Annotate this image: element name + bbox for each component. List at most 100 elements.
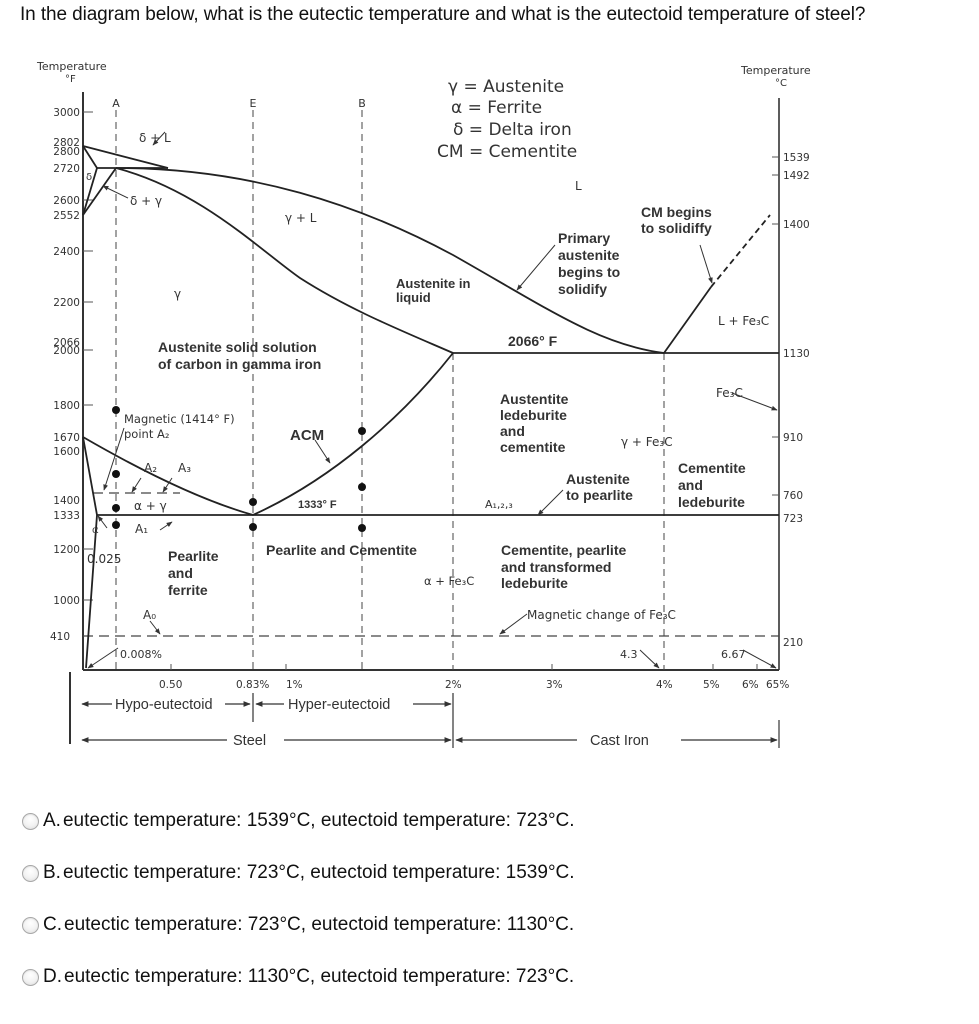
right-temperature-axis: Temperature °C 1539 1492 1400 1130 910 7… xyxy=(740,64,811,670)
svg-text:Pearlite and Cementite: Pearlite and Cementite xyxy=(266,542,417,558)
svg-text:α + γ: α + γ xyxy=(134,499,167,513)
svg-text:1400: 1400 xyxy=(783,219,810,231)
svg-text:Temperature: Temperature xyxy=(36,60,107,73)
svg-text:Hypo-eutectoid: Hypo-eutectoid xyxy=(115,697,213,713)
svg-text:ledeburite: ledeburite xyxy=(678,494,745,510)
svg-text:910: 910 xyxy=(783,432,803,444)
svg-text:austenite: austenite xyxy=(558,247,620,263)
svg-text:Hyper-eutectoid: Hyper-eutectoid xyxy=(288,697,390,713)
svg-text:L: L xyxy=(575,179,582,193)
svg-text:6.67: 6.67 xyxy=(721,648,746,661)
svg-text:α = Ferrite: α = Ferrite xyxy=(451,98,542,118)
svg-text:°F: °F xyxy=(65,74,76,85)
svg-text:4.3: 4.3 xyxy=(620,648,638,661)
iron-carbon-phase-diagram: Temperature °F 3000 2802 2800 2720 2600 … xyxy=(0,40,979,770)
svg-text:Austenite solid solution: Austenite solid solution xyxy=(158,339,317,355)
svg-text:A₁,₂,₃: A₁,₂,₃ xyxy=(485,498,513,511)
svg-text:Temperature: Temperature xyxy=(740,64,811,77)
option-letter: A. xyxy=(43,810,61,831)
composition-ranges: Hypo-eutectoid Hyper-eutectoid Steel Cas… xyxy=(115,697,649,749)
radio-button-c[interactable] xyxy=(22,916,39,934)
svg-text:γ + Fe₃C: γ + Fe₃C xyxy=(621,435,673,449)
svg-text:410: 410 xyxy=(50,631,70,643)
svg-text:1670: 1670 xyxy=(53,432,80,444)
svg-text:A₃: A₃ xyxy=(178,461,191,475)
svg-text:δ + γ: δ + γ xyxy=(130,194,162,208)
svg-text:α + Fe₃C: α + Fe₃C xyxy=(424,574,474,588)
svg-text:Primary: Primary xyxy=(558,230,610,246)
svg-text:Austenite: Austenite xyxy=(566,471,630,487)
svg-text:Pearlite: Pearlite xyxy=(168,548,219,564)
svg-text:to solidiffy: to solidiffy xyxy=(641,220,712,236)
svg-text:Cast Iron: Cast Iron xyxy=(590,733,649,749)
svg-text:CM begins: CM begins xyxy=(641,204,712,220)
option-a[interactable]: A. eutectic temperature: 1539°C, eutecto… xyxy=(22,808,575,834)
svg-text:723: 723 xyxy=(783,513,803,525)
svg-text:Magnetic (1414° F): Magnetic (1414° F) xyxy=(124,412,235,426)
svg-text:E: E xyxy=(250,97,257,110)
svg-text:γ: γ xyxy=(174,287,181,301)
svg-text:α: α xyxy=(92,525,99,536)
svg-text:1333: 1333 xyxy=(53,510,80,522)
svg-text:1%: 1% xyxy=(286,679,303,691)
svg-text:1333° F: 1333° F xyxy=(298,499,337,511)
radio-button-b[interactable] xyxy=(22,864,39,882)
svg-text:Cementite, pearlite: Cementite, pearlite xyxy=(501,542,626,558)
svg-text:Fe₃C: Fe₃C xyxy=(716,386,743,400)
svg-text:0.008%: 0.008% xyxy=(120,648,162,661)
option-b[interactable]: B. eutectic temperature: 723°C, eutectoi… xyxy=(22,860,575,886)
svg-text:2400: 2400 xyxy=(53,246,80,258)
svg-text:γ = Austenite: γ = Austenite xyxy=(448,77,564,97)
svg-text:ledeburite: ledeburite xyxy=(501,575,568,591)
composition-points xyxy=(112,406,366,532)
option-c[interactable]: C. eutectic temperature: 723°C, eutectoi… xyxy=(22,912,575,938)
left-temperature-axis: Temperature °F 3000 2802 2800 2720 2600 … xyxy=(36,60,107,670)
option-letter: B. xyxy=(43,862,61,883)
svg-text:1200: 1200 xyxy=(53,544,80,556)
svg-text:A₀: A₀ xyxy=(143,608,156,622)
option-text: eutectic temperature: 1539°C, eutectoid … xyxy=(62,810,575,831)
svg-text:ferrite: ferrite xyxy=(168,582,208,598)
svg-text:6%: 6% xyxy=(742,679,759,691)
svg-text:2000: 2000 xyxy=(53,345,80,357)
phase-boundaries xyxy=(82,145,779,669)
x-axis-ticks: 0.50 0.83% 1% 2% 3% 4% 5% 6% 65% xyxy=(159,679,789,691)
svg-text:1000: 1000 xyxy=(53,595,80,607)
radio-button-a[interactable] xyxy=(22,812,39,830)
svg-text:and transformed: and transformed xyxy=(501,559,611,575)
svg-text:point A₂: point A₂ xyxy=(124,427,169,441)
svg-text:and: and xyxy=(168,565,193,581)
radio-button-d[interactable] xyxy=(22,968,39,986)
svg-text:Cementite: Cementite xyxy=(678,460,746,476)
svg-text:2%: 2% xyxy=(445,679,462,691)
option-letter: D. xyxy=(43,966,62,987)
svg-text:°C: °C xyxy=(775,78,787,89)
svg-text:begins to: begins to xyxy=(558,264,620,280)
svg-text:Austentite: Austentite xyxy=(500,391,569,407)
svg-text:Magnetic change of Fe₃C: Magnetic change of Fe₃C xyxy=(527,608,676,622)
svg-text:ledeburite: ledeburite xyxy=(500,407,567,423)
svg-text:L + Fe₃C: L + Fe₃C xyxy=(718,314,769,328)
svg-text:65%: 65% xyxy=(766,679,789,691)
svg-text:2600: 2600 xyxy=(53,195,80,207)
svg-text:2720: 2720 xyxy=(53,163,80,175)
svg-text:B: B xyxy=(358,97,366,110)
svg-text:2802: 2802 xyxy=(53,137,80,149)
svg-text:0.025: 0.025 xyxy=(87,552,121,566)
svg-text:Austenite in: Austenite in xyxy=(396,276,470,291)
svg-text:ACM: ACM xyxy=(290,427,324,444)
option-d[interactable]: D. eutectic temperature: 1130°C, eutecto… xyxy=(22,964,575,990)
option-text: eutectic temperature: 1130°C, eutectoid … xyxy=(64,966,575,987)
question-text: In the diagram below, what is the eutect… xyxy=(20,4,866,25)
svg-text:2066: 2066 xyxy=(53,337,80,349)
svg-text:to pearlite: to pearlite xyxy=(566,487,633,503)
svg-text:of carbon in gamma iron: of carbon in gamma iron xyxy=(158,356,321,372)
svg-text:4%: 4% xyxy=(656,679,673,691)
answer-options: A. eutectic temperature: 1539°C, eutecto… xyxy=(22,808,575,1016)
svg-text:1539: 1539 xyxy=(783,152,810,164)
svg-text:solidify: solidify xyxy=(558,281,607,297)
svg-text:A₁: A₁ xyxy=(135,522,148,536)
svg-text:2552: 2552 xyxy=(53,210,80,222)
svg-text:A₂: A₂ xyxy=(144,461,157,475)
svg-text:A: A xyxy=(112,97,120,110)
